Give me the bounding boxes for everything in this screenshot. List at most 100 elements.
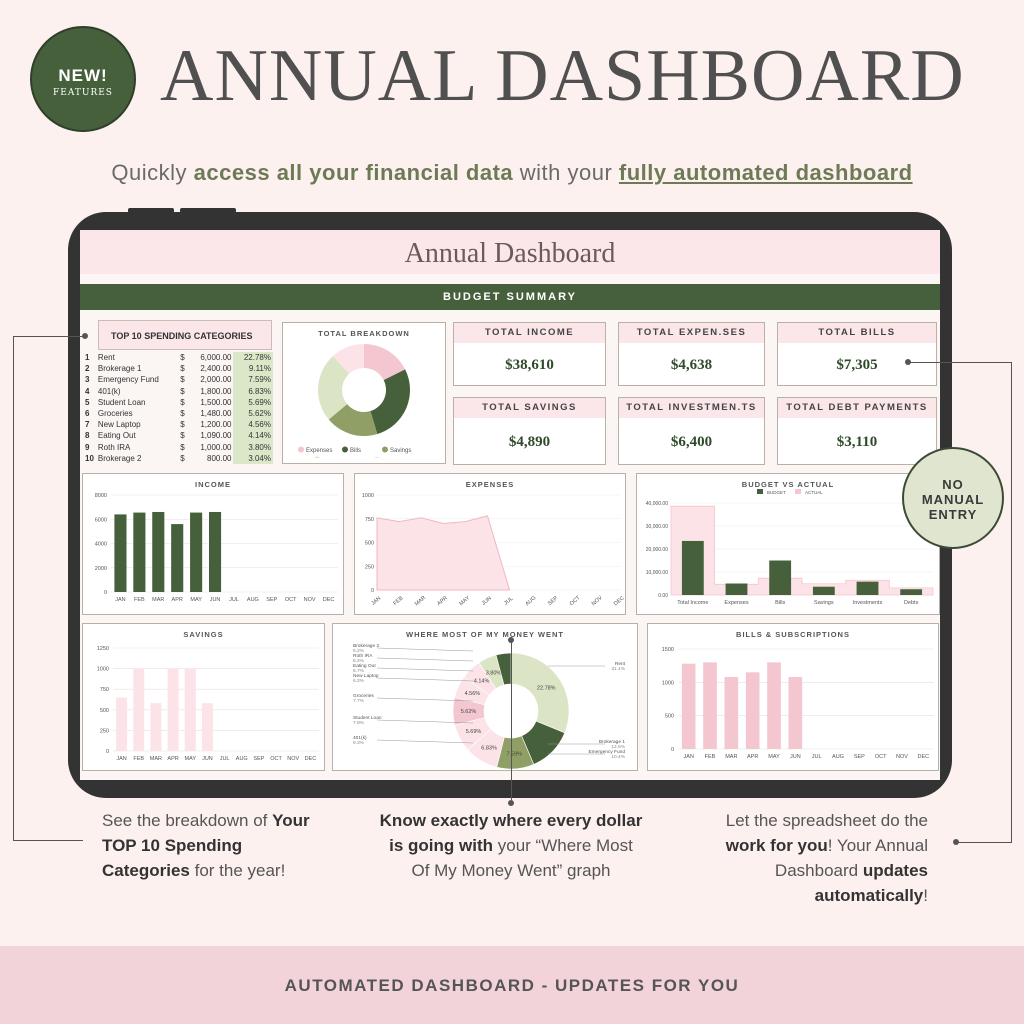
- x-tick-label: OCT: [270, 756, 282, 762]
- bar: [152, 511, 165, 592]
- page-title: ANNUAL DASHBOARD: [160, 35, 965, 117]
- top10-cell-cur: $: [180, 409, 185, 419]
- top10-cell-pct: 3.04%: [233, 452, 273, 464]
- x-tick-label: OCT: [285, 597, 297, 603]
- tablet-button: [180, 208, 236, 213]
- x-tick-label: JAN: [683, 754, 693, 760]
- top10-cell-cur: $: [180, 420, 185, 430]
- top10-cell-n: 5: [85, 397, 90, 407]
- bar: [767, 662, 781, 749]
- top10-cell-cur: $: [180, 453, 185, 463]
- top10-cell-pct: 6.83%: [233, 385, 273, 397]
- x-tick-label: Total Income: [677, 600, 708, 606]
- breakdown-slice-investments: [318, 356, 350, 420]
- savings-chart-title: SAVINGS: [183, 630, 224, 639]
- top10-cell-amt: 800.00: [207, 453, 232, 463]
- total-investments-label: TOTAL INVESTMEN.TS: [619, 398, 764, 418]
- bar: [190, 512, 203, 592]
- top10-cell-name: Roth IRA: [97, 442, 131, 452]
- money-left-pct: 9.3%: [353, 740, 365, 746]
- bar: [150, 703, 162, 751]
- connector-line: [958, 842, 1012, 843]
- x-tick-label: DEC: [323, 597, 335, 603]
- bar: [788, 677, 803, 749]
- top10-cell-amt: 1,200.00: [200, 420, 232, 430]
- x-tick-label: APR: [172, 597, 183, 603]
- top10-cell-name: New Laptop: [97, 420, 141, 430]
- money-left-pct: 5.7%: [353, 668, 365, 674]
- y-tick-label: 8000: [95, 493, 107, 499]
- legend-swatch: [314, 456, 320, 463]
- total-bills-value: $7,305: [836, 357, 878, 373]
- x-tick-label: JUN: [210, 597, 221, 603]
- y-tick-label: 500: [665, 714, 674, 720]
- total-debt-label: TOTAL DEBT PAYMENTS: [778, 398, 936, 418]
- top10-cell-amt: 1,500.00: [200, 397, 232, 407]
- top10-cell-pct: 4.56%: [233, 419, 273, 431]
- expenses-area: [376, 515, 511, 591]
- income-chart: 8000 6000 4000 2000 0 JAN FEB MAR APR MAY JUN JUL AU…: [95, 493, 338, 603]
- bar: [703, 662, 717, 749]
- legend-label: ACTUAL: [805, 490, 823, 495]
- money-left-label: 401(k): [353, 735, 367, 741]
- connector-dot: [953, 839, 959, 845]
- table-row: 7 New Laptop $1,200.00 4.56%: [83, 419, 273, 431]
- connector-line: [13, 840, 83, 841]
- legend-swatch: [298, 446, 304, 453]
- x-tick-label: Savings: [814, 600, 834, 606]
- bills-chart: 1500 1000 500 0 JAN FEB MAR APR MAY JUN JUL AUG SEP O…: [662, 647, 934, 760]
- badge-features: FEATURES: [53, 88, 113, 98]
- badge-new: NEW!: [58, 66, 108, 85]
- total-investments-card: TOTAL INVESTMEN.TS $6,400: [618, 397, 765, 465]
- x-tick-label: AUG: [236, 756, 248, 762]
- budget-vs-actual-card: BUDGET VS ACTUAL BUDGET ACTUAL 40,000.00 30…: [636, 473, 940, 615]
- x-tick-label: MAR: [725, 754, 737, 760]
- top10-cell-pct: 9.11%: [233, 363, 273, 375]
- x-tick-label: OCT: [875, 754, 887, 760]
- x-tick-label: JUN: [790, 754, 801, 760]
- top10-cell-pct: 7.59%: [233, 374, 273, 386]
- top10-title: TOP 10 SPENDING CATEGORIES: [98, 320, 272, 350]
- money-left-label: Student Loan: [353, 715, 382, 721]
- top10-cell-name: Groceries: [97, 409, 133, 419]
- savings-chart: 1250 1000 750 500 250 0 JAN FEB MAR APR MAY JUN JUL A…: [97, 646, 319, 762]
- y-tick-label: 500: [100, 708, 109, 714]
- y-tick-label: 10,000.00: [646, 570, 668, 576]
- bar: [133, 512, 146, 592]
- top10-cell-pct: 3.80%: [233, 441, 273, 453]
- x-tick-label: JUL: [229, 597, 239, 603]
- legend-label: Savings: [390, 448, 411, 454]
- connector-line: [13, 336, 85, 337]
- x-tick-label: MAY: [184, 756, 196, 762]
- connector-line: [511, 640, 512, 800]
- x-tick-label: APR: [436, 595, 449, 607]
- legend-label: Expenses: [306, 448, 332, 454]
- top10-cell-amt: 1,800.00: [200, 386, 232, 396]
- connector-line: [910, 362, 1012, 363]
- total-breakdown-title: TOTAL BREAKDOWN: [318, 329, 410, 338]
- top10-cell-cur: $: [180, 386, 185, 396]
- top10-spending-table: TOP 10 SPENDING CATEGORIES 1 Rent $6,000.0…: [80, 320, 273, 466]
- x-tick-label: Debts: [904, 600, 919, 606]
- x-tick-label: JAN: [116, 756, 126, 762]
- top10-cell-name: Student Loan: [97, 397, 146, 407]
- slice-label: 7.59%: [506, 751, 522, 757]
- y-tick-label: 250: [365, 564, 374, 570]
- breakdown-slice-expenses: [364, 344, 406, 381]
- y-tick-label: 4000: [95, 542, 107, 548]
- bar: [208, 511, 222, 592]
- budget-bar: [900, 589, 923, 595]
- y-tick-label: 0: [371, 588, 374, 594]
- x-tick-label: JUN: [481, 595, 493, 606]
- top10-cell-cur: $: [180, 442, 185, 452]
- x-tick-label: NOV: [896, 754, 908, 760]
- budget-bar: [681, 540, 704, 595]
- top10-cell-n: 6: [85, 409, 90, 419]
- bar: [184, 668, 196, 751]
- budget-summary-header: BUDGET SUMMARY: [80, 284, 940, 310]
- slice-label: 4.14%: [474, 678, 490, 684]
- top10-cell-name: Eating Out: [97, 431, 136, 441]
- total-savings-value: $4,890: [508, 434, 551, 450]
- leader-line: [376, 677, 474, 682]
- money-left-label: Eating Out: [353, 663, 376, 669]
